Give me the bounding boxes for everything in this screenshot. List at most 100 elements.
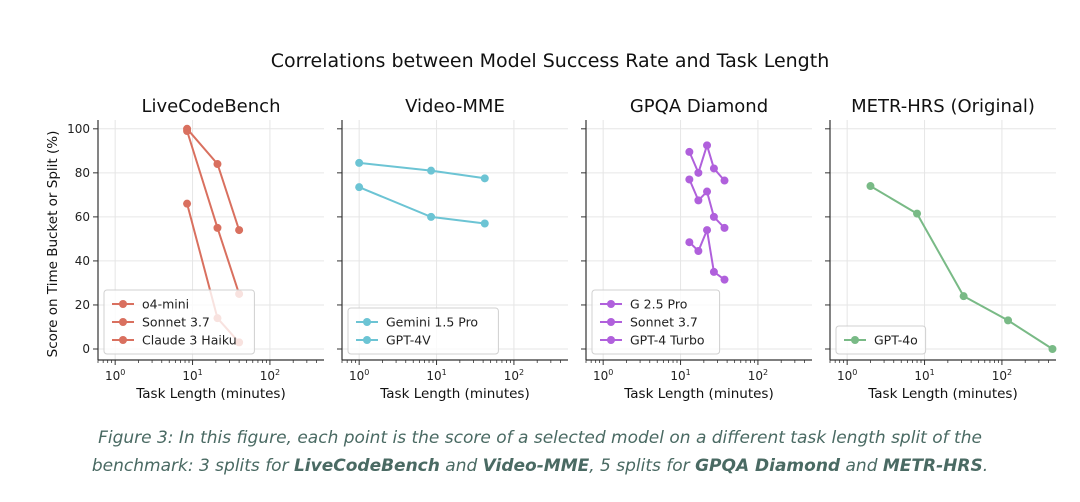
x-tick-label: 102 <box>992 368 1012 383</box>
data-point <box>1004 316 1013 325</box>
legend-box <box>835 325 927 355</box>
series-gemini-1-5-pro <box>355 158 489 183</box>
data-point <box>427 212 436 221</box>
caption-bold-metr-hrs: METR-HRS <box>882 456 983 476</box>
data-point <box>213 160 222 169</box>
legend-label: Claude 3 Haiku <box>142 333 237 348</box>
chart-panels: LiveCodeBench 100 101 102 0 20 40 60 80 100 Task L… <box>67 96 1057 402</box>
x-tick-label: 100 <box>349 368 369 383</box>
caption-bold-gpqa-diamond: GPQA Diamond <box>695 456 841 476</box>
legend-label: GPT-4o <box>874 333 918 348</box>
legend-item: Sonnet 3.7 <box>112 315 210 330</box>
data-point <box>720 176 729 185</box>
series-line <box>688 226 726 281</box>
series-sonnet-3-7 <box>685 175 729 232</box>
y-tick-label: 60 <box>75 210 90 224</box>
chart-panel-4: METR-HRS (Original) 100 101 102 Task Length … <box>825 96 1057 402</box>
chart-title: GPQA Diamond <box>630 96 768 117</box>
data-point <box>427 166 436 175</box>
data-point <box>694 168 703 177</box>
data-point <box>235 226 244 235</box>
legend: G 2.5 Pro Sonnet 3.7 GPT-4 Turbo <box>591 289 721 355</box>
legend-label: G 2.5 Pro <box>630 297 687 312</box>
chart-panel-2: Video-MME 100 101 102 Task Length (minutes) G… <box>337 96 568 402</box>
legend-label: Sonnet 3.7 <box>142 315 210 330</box>
x-axis-label: Task Length (minutes) <box>379 386 529 402</box>
x-tick-label: 100 <box>105 368 125 383</box>
legend-label: GPT-4V <box>386 333 431 348</box>
y-tick-label: 20 <box>75 298 90 312</box>
legend-label: Sonnet 3.7 <box>630 315 698 330</box>
legend-label: GPT-4 Turbo <box>630 333 705 348</box>
caption-text: and <box>840 456 883 476</box>
legend-marker <box>363 336 371 344</box>
legend-marker <box>851 336 859 344</box>
y-tick-label: 0 <box>82 342 90 356</box>
legend-marker <box>607 300 615 308</box>
x-tick-label: 100 <box>837 368 857 383</box>
data-point <box>694 247 703 256</box>
legend-marker <box>363 318 371 326</box>
data-point <box>213 223 222 232</box>
x-tick-label: 101 <box>670 368 690 383</box>
data-point <box>720 223 729 232</box>
legend-item: o4-mini <box>112 297 189 312</box>
legend-marker <box>119 318 127 326</box>
data-point <box>703 141 712 150</box>
figure-suptitle: Correlations between Model Success Rate … <box>271 50 830 72</box>
x-axis-label: Task Length (minutes) <box>135 386 285 402</box>
legend-marker <box>607 318 615 326</box>
legend-box <box>103 289 255 355</box>
legend-marker <box>607 336 615 344</box>
series-gpt-4-turbo <box>685 226 729 284</box>
data-point <box>480 219 489 228</box>
data-point <box>709 212 718 221</box>
figure: Correlations between Model Success Rate … <box>45 50 1057 402</box>
x-tick-label: 101 <box>426 368 446 383</box>
caption-bold-livecodebench: LiveCodeBench <box>293 456 440 476</box>
series-g-2-5-pro <box>685 141 729 185</box>
legend-item: Claude 3 Haiku <box>112 333 237 348</box>
series-line <box>358 186 485 225</box>
legend-item: GPT-4V <box>356 333 431 348</box>
legend-item: GPT-4 Turbo <box>600 333 705 348</box>
data-point <box>703 187 712 196</box>
caption-prefix: Figure 3: In this figure, each point is … <box>91 428 982 476</box>
chart-title: Video-MME <box>405 96 505 117</box>
legend-marker <box>119 300 127 308</box>
y-axis-label: Score on Time Bucket or Split (%) <box>45 131 61 358</box>
chart-panel-1: LiveCodeBench 100 101 102 0 20 40 60 80 100 Task L… <box>67 96 324 402</box>
legend-box <box>591 289 721 355</box>
data-point <box>480 174 489 183</box>
legend-label: Gemini 1.5 Pro <box>386 315 478 330</box>
data-point <box>355 158 364 167</box>
data-point <box>1048 344 1057 353</box>
series-gpt-4v <box>355 183 489 228</box>
series-gpt-4o <box>866 182 1057 353</box>
caption-suffix: . <box>982 456 989 476</box>
data-point <box>720 275 729 284</box>
series-line <box>869 185 1054 350</box>
legend-label: o4-mini <box>142 297 189 312</box>
chart-panel-3: GPQA Diamond 100 101 102 Task Length (minute… <box>581 96 812 402</box>
chart-title: METR-HRS (Original) <box>851 96 1035 117</box>
legend: Gemini 1.5 Pro GPT-4V <box>347 307 499 355</box>
x-tick-label: 100 <box>593 368 613 383</box>
data-point <box>685 147 694 156</box>
data-point <box>355 183 364 192</box>
data-point <box>913 209 922 218</box>
caption-bold-video-mme: Video-MME <box>482 456 590 476</box>
caption-text: and <box>439 456 483 476</box>
y-tick-label: 80 <box>75 166 90 180</box>
data-point <box>959 292 968 301</box>
x-tick-label: 101 <box>914 368 934 383</box>
legend-item: Sonnet 3.7 <box>600 315 698 330</box>
legend-item: G 2.5 Pro <box>600 297 687 312</box>
data-point <box>685 238 694 247</box>
x-tick-label: 102 <box>748 368 768 383</box>
x-tick-label: 102 <box>504 368 524 383</box>
series-line <box>359 161 485 180</box>
series-line <box>688 141 726 182</box>
x-tick-label: 101 <box>182 368 202 383</box>
legend-box <box>347 307 499 355</box>
